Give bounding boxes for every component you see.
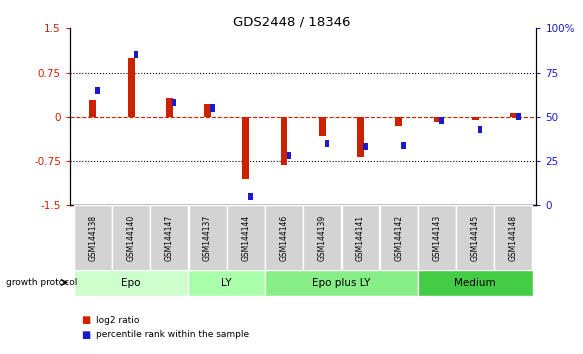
Text: percentile rank within the sample: percentile rank within the sample	[96, 330, 250, 339]
Text: GSM144141: GSM144141	[356, 215, 365, 261]
Bar	[401, 142, 406, 149]
Text: GSM144146: GSM144146	[279, 215, 289, 261]
Bar	[243, 117, 250, 179]
Text: GSM144142: GSM144142	[394, 215, 403, 261]
Text: GSM144140: GSM144140	[127, 215, 136, 261]
FancyBboxPatch shape	[189, 205, 227, 271]
Bar	[96, 87, 100, 94]
Text: log2 ratio: log2 ratio	[96, 316, 139, 325]
Bar	[363, 143, 368, 150]
FancyBboxPatch shape	[188, 270, 265, 296]
FancyBboxPatch shape	[418, 205, 456, 271]
Bar	[280, 117, 287, 165]
Bar	[172, 99, 177, 106]
FancyBboxPatch shape	[150, 205, 188, 271]
Bar	[395, 117, 402, 126]
Text: ■: ■	[82, 330, 91, 339]
Text: GSM144147: GSM144147	[165, 215, 174, 261]
Bar	[287, 152, 291, 159]
Text: GSM144137: GSM144137	[203, 215, 212, 261]
FancyBboxPatch shape	[418, 270, 532, 296]
FancyBboxPatch shape	[380, 205, 417, 271]
Text: GSM144143: GSM144143	[433, 215, 441, 261]
FancyBboxPatch shape	[112, 205, 150, 271]
Text: Epo: Epo	[121, 278, 141, 288]
FancyBboxPatch shape	[342, 205, 380, 271]
Bar	[248, 193, 253, 200]
Text: ■: ■	[82, 315, 91, 325]
Bar	[134, 51, 138, 58]
FancyBboxPatch shape	[303, 205, 341, 271]
FancyBboxPatch shape	[74, 270, 188, 296]
Text: GDS2448 / 18346: GDS2448 / 18346	[233, 16, 350, 29]
FancyBboxPatch shape	[265, 270, 418, 296]
Text: Epo plus LY: Epo plus LY	[312, 278, 371, 288]
Bar	[440, 117, 444, 124]
Bar	[357, 117, 364, 157]
Text: Medium: Medium	[454, 278, 496, 288]
Bar	[472, 117, 479, 120]
Bar	[210, 104, 215, 112]
Text: GSM144139: GSM144139	[318, 215, 327, 261]
FancyBboxPatch shape	[265, 205, 303, 271]
Text: GSM144138: GSM144138	[89, 215, 97, 261]
Bar	[128, 58, 135, 117]
Text: GSM144148: GSM144148	[509, 215, 518, 261]
Bar	[166, 98, 173, 117]
Bar	[325, 140, 329, 147]
FancyBboxPatch shape	[227, 205, 265, 271]
FancyBboxPatch shape	[494, 205, 532, 271]
Bar	[319, 117, 326, 136]
Bar	[516, 113, 521, 120]
Text: GSM144145: GSM144145	[470, 215, 480, 261]
Bar	[477, 126, 482, 133]
Text: growth protocol: growth protocol	[6, 278, 77, 287]
FancyBboxPatch shape	[74, 205, 112, 271]
Bar	[510, 113, 517, 117]
Bar	[89, 100, 96, 117]
FancyBboxPatch shape	[456, 205, 494, 271]
Text: LY: LY	[222, 278, 232, 288]
Text: GSM144144: GSM144144	[241, 215, 250, 261]
Bar	[434, 117, 440, 121]
Bar	[204, 104, 211, 117]
